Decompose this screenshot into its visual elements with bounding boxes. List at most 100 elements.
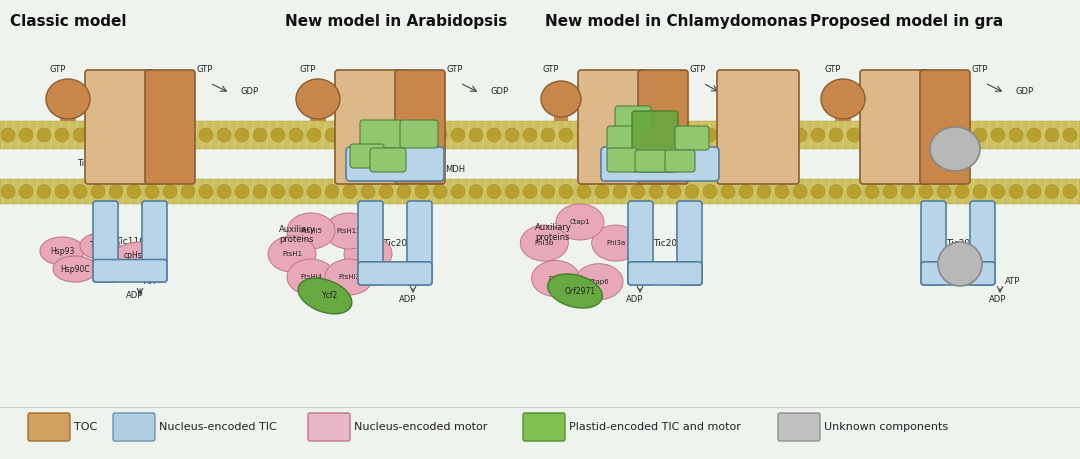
Text: Auxiliary: Auxiliary (535, 223, 571, 231)
Text: Toc33/34: Toc33/34 (301, 95, 335, 103)
Bar (310, 99, 326, 121)
Ellipse shape (548, 274, 603, 308)
Text: Tic236: Tic236 (77, 159, 105, 168)
Text: Proposed model in gra: Proposed model in gra (810, 14, 1003, 29)
FancyBboxPatch shape (335, 70, 403, 184)
Ellipse shape (505, 185, 519, 198)
Ellipse shape (1, 128, 15, 142)
Ellipse shape (523, 185, 537, 198)
Ellipse shape (53, 256, 97, 282)
Ellipse shape (939, 242, 982, 286)
Ellipse shape (631, 128, 645, 142)
FancyBboxPatch shape (635, 150, 667, 172)
Ellipse shape (973, 185, 987, 198)
Text: Orf2971: Orf2971 (565, 286, 595, 296)
Ellipse shape (451, 128, 465, 142)
Ellipse shape (955, 128, 969, 142)
Ellipse shape (296, 79, 340, 119)
Ellipse shape (649, 128, 663, 142)
Text: FtsHi4: FtsHi4 (300, 274, 322, 280)
Ellipse shape (1009, 185, 1023, 198)
Bar (0, 179, 1080, 204)
Ellipse shape (1063, 185, 1077, 198)
Text: New model in Chlamydomonas: New model in Chlamydomonas (545, 14, 808, 29)
Ellipse shape (757, 185, 771, 198)
Text: Tic12: Tic12 (640, 157, 661, 166)
Text: ATP: ATP (145, 276, 160, 285)
Ellipse shape (55, 185, 69, 198)
Ellipse shape (181, 128, 195, 142)
Ellipse shape (685, 185, 699, 198)
FancyBboxPatch shape (357, 262, 432, 285)
Ellipse shape (613, 128, 627, 142)
Ellipse shape (829, 128, 843, 142)
Ellipse shape (361, 185, 375, 198)
Text: GTP: GTP (690, 65, 706, 73)
Text: Toc39: Toc39 (746, 129, 770, 139)
Text: Toc159: Toc159 (407, 129, 433, 139)
Text: cpHsp70: cpHsp70 (123, 252, 157, 261)
Text: ?: ? (950, 140, 960, 158)
Ellipse shape (919, 128, 933, 142)
FancyBboxPatch shape (145, 70, 195, 184)
Text: GTP: GTP (972, 65, 988, 73)
Text: Toc159: Toc159 (932, 129, 958, 139)
Text: ATP: ATP (1005, 276, 1021, 285)
Text: GTP: GTP (300, 65, 316, 73)
Text: Toc75: Toc75 (106, 129, 130, 139)
Ellipse shape (287, 259, 335, 295)
Ellipse shape (343, 128, 357, 142)
Ellipse shape (1045, 185, 1059, 198)
Ellipse shape (775, 185, 789, 198)
Text: Ctap1: Ctap1 (569, 219, 591, 225)
Ellipse shape (235, 128, 249, 142)
Text: Toc10: Toc10 (622, 113, 644, 123)
Text: Tic40: Tic40 (90, 241, 110, 251)
Text: FtsH12: FtsH12 (337, 228, 361, 234)
Ellipse shape (415, 185, 429, 198)
Ellipse shape (73, 128, 87, 142)
Text: Toc52: Toc52 (694, 158, 716, 167)
Ellipse shape (40, 237, 84, 265)
Ellipse shape (973, 128, 987, 142)
Ellipse shape (901, 185, 915, 198)
FancyBboxPatch shape (400, 120, 438, 148)
Ellipse shape (37, 128, 51, 142)
Ellipse shape (541, 81, 581, 117)
Ellipse shape (523, 128, 537, 142)
Text: Nucleus-encoded motor: Nucleus-encoded motor (354, 422, 487, 432)
Text: Unknown components: Unknown components (824, 422, 948, 432)
FancyBboxPatch shape (523, 413, 565, 441)
Ellipse shape (559, 185, 573, 198)
Text: Hsp93: Hsp93 (50, 246, 75, 256)
Text: Tic35: Tic35 (356, 151, 377, 161)
FancyBboxPatch shape (638, 70, 688, 184)
Ellipse shape (592, 225, 639, 261)
Ellipse shape (307, 128, 321, 142)
Ellipse shape (397, 185, 411, 198)
Text: GDP: GDP (343, 86, 361, 95)
Ellipse shape (325, 259, 373, 295)
Ellipse shape (415, 128, 429, 142)
Text: Ctap6: Ctap6 (589, 279, 609, 285)
FancyBboxPatch shape (360, 120, 402, 148)
Text: Tic100: Tic100 (380, 153, 410, 162)
Ellipse shape (19, 128, 33, 142)
Ellipse shape (901, 128, 915, 142)
Ellipse shape (163, 128, 177, 142)
Ellipse shape (46, 79, 90, 119)
Text: Nucleus-encoded TIC: Nucleus-encoded TIC (159, 422, 276, 432)
Ellipse shape (575, 264, 623, 300)
Ellipse shape (847, 185, 861, 198)
FancyBboxPatch shape (717, 70, 799, 184)
Ellipse shape (37, 185, 51, 198)
Ellipse shape (325, 128, 339, 142)
Ellipse shape (577, 185, 591, 198)
FancyBboxPatch shape (93, 259, 167, 282)
Ellipse shape (595, 128, 609, 142)
Text: FtsHi2: FtsHi2 (338, 274, 360, 280)
Ellipse shape (556, 204, 604, 240)
Ellipse shape (1027, 128, 1041, 142)
Text: Hsp90C: Hsp90C (60, 264, 90, 274)
Ellipse shape (865, 128, 879, 142)
